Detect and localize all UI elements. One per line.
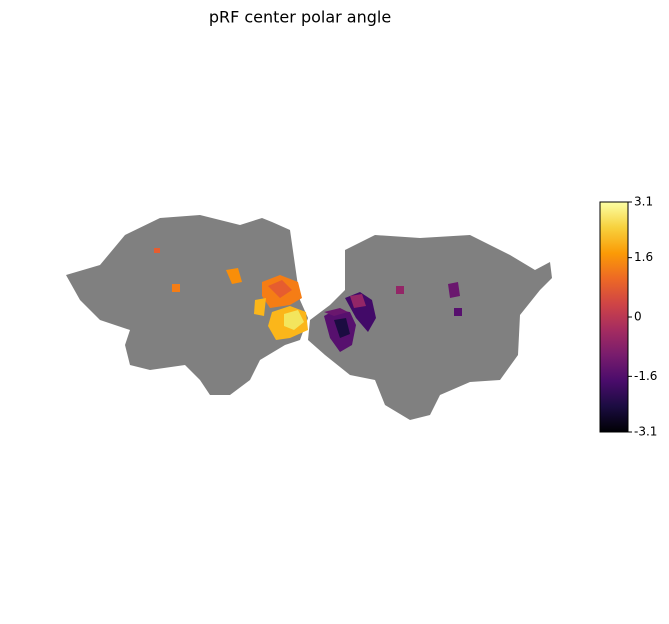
patch: [350, 294, 366, 308]
left-hemisphere: [66, 215, 308, 395]
patch: [226, 268, 242, 284]
right-hemisphere: [308, 235, 552, 420]
flatmap: [66, 215, 552, 420]
right-activation: [324, 282, 462, 352]
patch: [284, 310, 304, 330]
patch: [154, 248, 160, 253]
patch: [396, 286, 404, 294]
colorbar-tick-label: 3.1: [634, 195, 653, 209]
patch: [254, 298, 266, 316]
patch: [454, 308, 462, 316]
patch: [448, 282, 460, 298]
patch: [172, 284, 180, 292]
left-activation: [154, 248, 308, 340]
patch: [324, 308, 348, 316]
colorbar-tick-label: -3.1: [634, 425, 657, 439]
colorbar-tick-label: 1.6: [634, 250, 653, 264]
colorbar-tick-label: 0: [634, 310, 642, 324]
colorbar: [599, 201, 629, 433]
patch: [268, 280, 292, 298]
patch: [334, 318, 350, 338]
colorbar-tick-label: -1.6: [634, 369, 657, 383]
chart-title: pRF center polar angle: [209, 8, 391, 27]
